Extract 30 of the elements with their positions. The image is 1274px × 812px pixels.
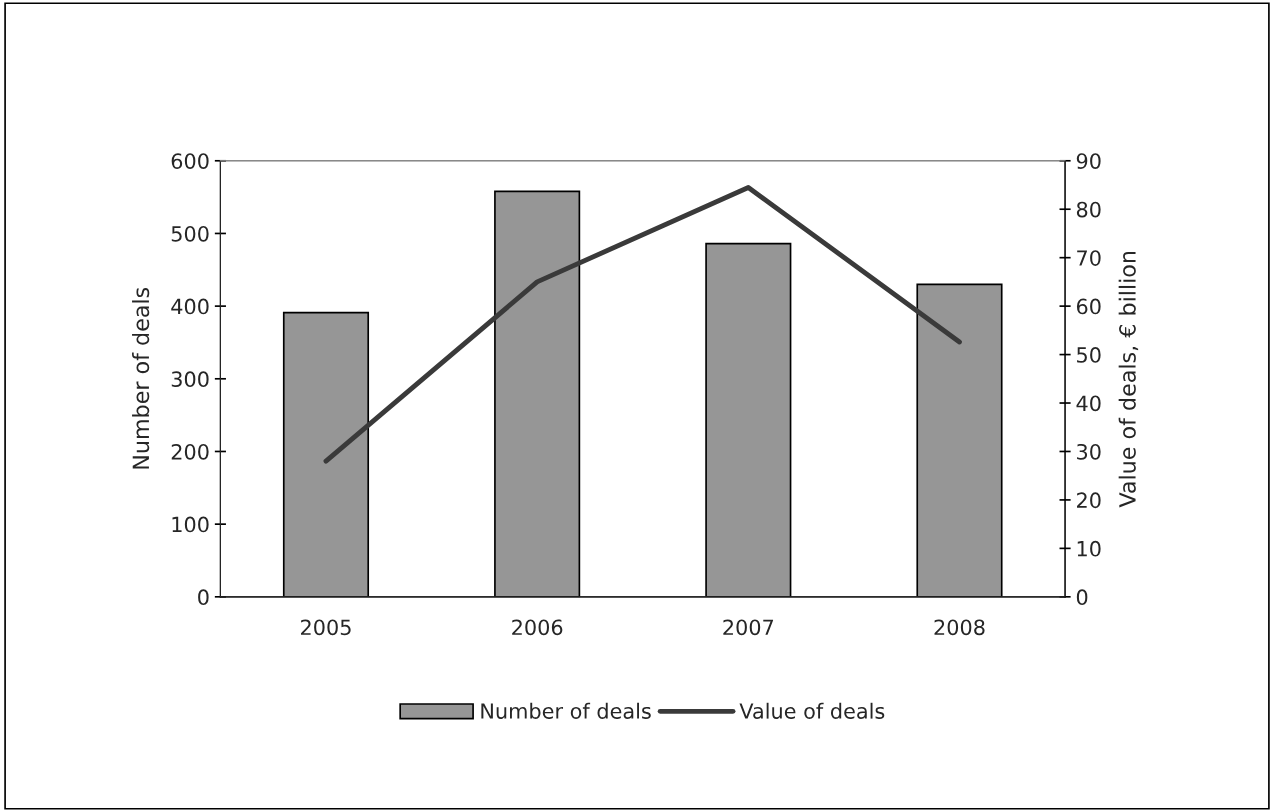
y2-tick-label: 50 <box>1077 347 1101 363</box>
bar <box>916 283 1003 597</box>
y2-tick-label: 80 <box>1076 201 1101 218</box>
y-tick-label: 600 <box>171 153 209 169</box>
legend-label: Number of deals <box>481 702 651 719</box>
x-tick-label: 2006 <box>512 619 563 636</box>
y2-tick-label: 10 <box>1077 540 1101 557</box>
x-tick-label: 2005 <box>301 619 351 636</box>
y2-tick-label: 70 <box>1077 250 1101 266</box>
y2-axis-title: Value of deals, € billion <box>1118 251 1139 508</box>
bar <box>705 242 792 597</box>
y2-tick-label: 90 <box>1076 153 1101 169</box>
y2-tick-label: 20 <box>1077 492 1101 509</box>
line-series <box>323 184 962 464</box>
y-tick-label: 300 <box>171 371 209 388</box>
y2-tick-label: 30 <box>1077 443 1101 460</box>
y2-tick-label: 40 <box>1076 395 1101 412</box>
y-axis-title: Number of deals <box>132 287 150 469</box>
x-tick-label: 2008 <box>934 619 985 636</box>
bar <box>494 190 581 597</box>
y-tick-label: 400 <box>171 298 209 315</box>
bar <box>282 311 370 597</box>
x-tick-label: 2007 <box>723 619 774 636</box>
y-tick-label: 0 <box>198 589 209 606</box>
y-tick-label: 100 <box>172 516 209 533</box>
legend-label: Value of deals <box>739 702 885 719</box>
y-tick-label: 500 <box>171 225 209 242</box>
y2-tick-label: 0 <box>1076 589 1088 606</box>
y-tick-label: 200 <box>171 443 209 460</box>
y2-tick-label: 60 <box>1076 298 1101 315</box>
